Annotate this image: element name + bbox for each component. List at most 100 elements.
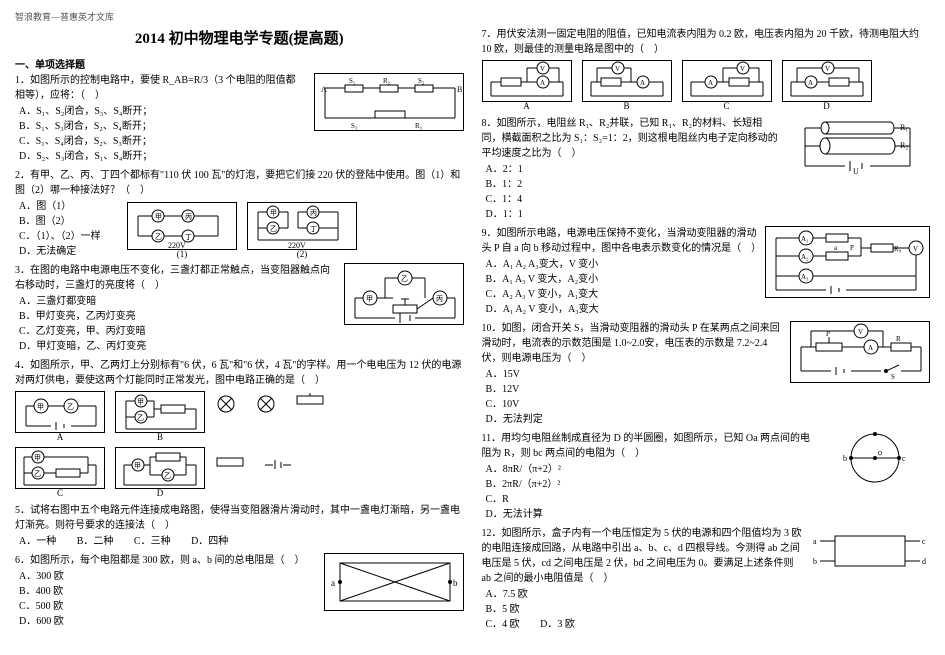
q1-opt-d: D．S₂、S₃闭合，S₁、S₄断开； <box>19 149 306 164</box>
q10-opt-a: A．15V <box>486 367 783 382</box>
svg-text:a: a <box>813 537 817 546</box>
svg-text:S₁: S₁ <box>349 77 355 85</box>
svg-text:A: A <box>808 79 813 87</box>
q7-label-a: A <box>523 100 530 114</box>
svg-text:A: A <box>540 79 545 87</box>
svg-text:V: V <box>913 245 918 253</box>
q4-fig-b: 甲乙 B <box>115 391 205 433</box>
svg-text:乙: 乙 <box>67 403 74 411</box>
svg-text:R₂: R₂ <box>900 141 908 150</box>
q8-opt-b: B．1：2 <box>486 177 783 192</box>
svg-text:a: a <box>331 578 335 588</box>
q2-options: A．图（1） B．图（2） C．（1）、（2）一样 D．无法确定 <box>19 199 119 259</box>
svg-text:d: d <box>922 557 926 566</box>
q5-opt-d: D．四种 <box>191 534 228 549</box>
svg-text:丁: 丁 <box>310 225 317 233</box>
right-column: 7．用伏安法测一固定电阻的阻值，已知电流表内阻为 0.2 欧，电压表内阻为 20… <box>482 27 931 636</box>
svg-text:A: A <box>321 85 327 94</box>
svg-text:丙: 丙 <box>436 295 443 303</box>
svg-text:乙: 乙 <box>34 470 41 478</box>
svg-text:o: o <box>878 448 882 457</box>
q11-opt-a: A．8πR/（π+2）² <box>486 462 813 477</box>
q8-stem: 8．如图所示，电阻丝 R₁、R₂并联，已知 R₁、R₂的材料、长短相同，横截面积… <box>482 116 783 161</box>
q6-opt-a: A．300 欧 <box>19 569 316 584</box>
q10-stem: 10．如图，闭合开关 S，当滑动变阻器的滑动头 P 在某两点之间来回滑动时，电流… <box>482 321 783 366</box>
q3-stem: 3．在图的电路中电源电压不变化，三盏灯都正常触点，当变阻器触点向右移动时，三盏灯… <box>15 263 336 293</box>
q11-text: 11．用均匀电阻丝制成直径为 D 的半圆圈，如图所示，已知 Oa 两点间的电阻为… <box>482 431 813 522</box>
question-5: 5．试将右图中五个电路元件连接成电路图，使得当变阻器滑片滑动时，其中一盏电灯渐暗… <box>15 503 464 549</box>
q12-figure: a b c d <box>810 526 930 576</box>
q3-opt-d: D．甲灯变暗，乙、丙灯变亮 <box>19 339 336 354</box>
svg-text:b: b <box>843 454 847 463</box>
q12-opt-b: B．5 欧 <box>486 602 803 617</box>
svg-text:甲: 甲 <box>34 454 41 462</box>
q3-text: 3．在图的电路中电源电压不变化，三盏灯都正常触点，当变阻器触点向右移动时，三盏灯… <box>15 263 336 354</box>
svg-text:丙: 丙 <box>185 213 192 221</box>
question-3: 3．在图的电路中电源电压不变化，三盏灯都正常触点，当变阻器触点向右移动时，三盏灯… <box>15 263 464 354</box>
q11-options: A．8πR/（π+2）² B．2πR/（π+2）² C．R D．无法计算 <box>486 462 813 522</box>
q6-figure: a b <box>324 553 464 611</box>
q6-opt-b: B．400 欧 <box>19 584 316 599</box>
q3-options: A．三盏灯都变暗 B．甲灯变亮，乙丙灯变亮 C．乙灯变亮，甲、丙灯变暗 D．甲灯… <box>19 294 336 354</box>
q5-opt-c: C．三种 <box>134 534 171 549</box>
svg-text:a: a <box>872 431 876 433</box>
question-10: 10．如图，闭合开关 S，当滑动变阻器的滑动头 P 在某两点之间来回滑动时，电流… <box>482 321 931 427</box>
svg-text:A₂: A₂ <box>801 253 809 261</box>
q8-opt-c: C．1：4 <box>486 192 783 207</box>
q11-opt-c: C．R <box>486 492 813 507</box>
svg-text:乙: 乙 <box>155 233 162 241</box>
svg-text:S: S <box>891 373 895 381</box>
q2-fig2: 甲 丙 乙 丁 <box>247 202 357 250</box>
svg-text:V: V <box>858 328 863 336</box>
q7-label-b: B <box>623 100 629 114</box>
svg-text:b: b <box>453 578 458 588</box>
q5-options: A．一种 B．二种 C．三种 D．四种 <box>19 534 464 549</box>
svg-text:A₁: A₁ <box>801 235 809 243</box>
svg-text:S₃: S₃ <box>351 122 358 130</box>
q2-fig2-label: (2) <box>297 248 308 262</box>
section-1-head: 一、单项选择题 <box>15 56 464 71</box>
svg-text:A: A <box>708 79 713 87</box>
q4-label-b: B <box>157 431 163 445</box>
q4-fig-d: 甲乙 D <box>115 447 205 489</box>
q12-opt-d: D．3 欧 <box>540 617 575 632</box>
svg-text:甲: 甲 <box>155 213 162 221</box>
q9-options: A．A₁ A₂ A₃变大，V 变小 B．A₁ A₃ V 变大，A₂变小 C．A₂… <box>486 257 758 317</box>
q1-opt-b: B．S₁、S₃闭合，S₂、S₄断开； <box>19 119 306 134</box>
q2-opt-b: B．图（2） <box>19 214 119 229</box>
q9-opt-b: B．A₁ A₃ V 变大，A₂变小 <box>486 272 758 287</box>
svg-text:b: b <box>813 557 817 566</box>
q9-text: 9．如图所示电路，电源电压保持不变化，当滑动变阻器的滑动头 P 自 a 向 b … <box>482 226 758 317</box>
q9-stem: 9．如图所示电路，电源电压保持不变化，当滑动变阻器的滑动头 P 自 a 向 b … <box>482 226 758 256</box>
q7-fig-c: VA C <box>682 60 772 102</box>
q9-opt-a: A．A₁ A₂ A₃变大，V 变小 <box>486 257 758 272</box>
q4-figures-row1: 甲乙 A 甲乙 B L₁ L₂ P <box>15 391 464 433</box>
svg-text:V: V <box>615 65 620 73</box>
q4-label-d: D <box>157 487 164 501</box>
box-icon: a b c d <box>810 526 930 576</box>
q3-figure: 甲 乙 丙 <box>344 263 464 325</box>
svg-text:B: B <box>457 85 462 94</box>
q1-opt-a: A．S₁、S₂闭合，S₃、S₄断开； <box>19 104 306 119</box>
q7-fig-a: VA A <box>482 60 572 102</box>
svg-text:R₂: R₂ <box>383 77 391 85</box>
q11-figure: a o b c <box>820 431 930 486</box>
q6-opt-d: D．600 欧 <box>19 614 316 629</box>
q2-figures: 甲 丙 乙 丁 220V <box>127 202 357 250</box>
svg-text:乙: 乙 <box>270 225 277 233</box>
q10-opt-c: C．10V <box>486 397 783 412</box>
svg-text:A: A <box>640 79 645 87</box>
q7-stem: 7．用伏安法测一固定电阻的阻值，已知电流表内阻为 0.2 欧，电压表内阻为 20… <box>482 27 931 57</box>
question-11: 11．用均匀电阻丝制成直径为 D 的半圆圈，如图所示，已知 Oa 两点间的电阻为… <box>482 431 931 522</box>
svg-text:甲: 甲 <box>270 209 277 217</box>
q1-text: 1．如图所示的控制电路中，要使 R_AB=R/3（3 个电阻的阻值都相等），应将… <box>15 73 306 164</box>
svg-text:甲: 甲 <box>134 462 141 470</box>
q4-stem: 4．如图所示，甲、乙两灯上分别标有"6 伏，6 瓦"和"6 伏，4 瓦"的字样。… <box>15 358 464 388</box>
q1-options: A．S₁、S₂闭合，S₃、S₄断开； B．S₁、S₃闭合，S₂、S₄断开； C．… <box>19 104 306 164</box>
q3-opt-a: A．三盏灯都变暗 <box>19 294 336 309</box>
doc-header: 智浪教育—普惠英才文库 <box>15 10 930 23</box>
q12-text: 12．如图所示，盒子内有一个电压恒定为 5 伏的电源和四个阻值均为 3 欧的电阻… <box>482 526 803 632</box>
svg-text:R: R <box>896 335 901 343</box>
q4-label-c: C <box>57 487 63 501</box>
q9-opt-c: C．A₂ A₃ V 变小，A₁变大 <box>486 287 758 302</box>
